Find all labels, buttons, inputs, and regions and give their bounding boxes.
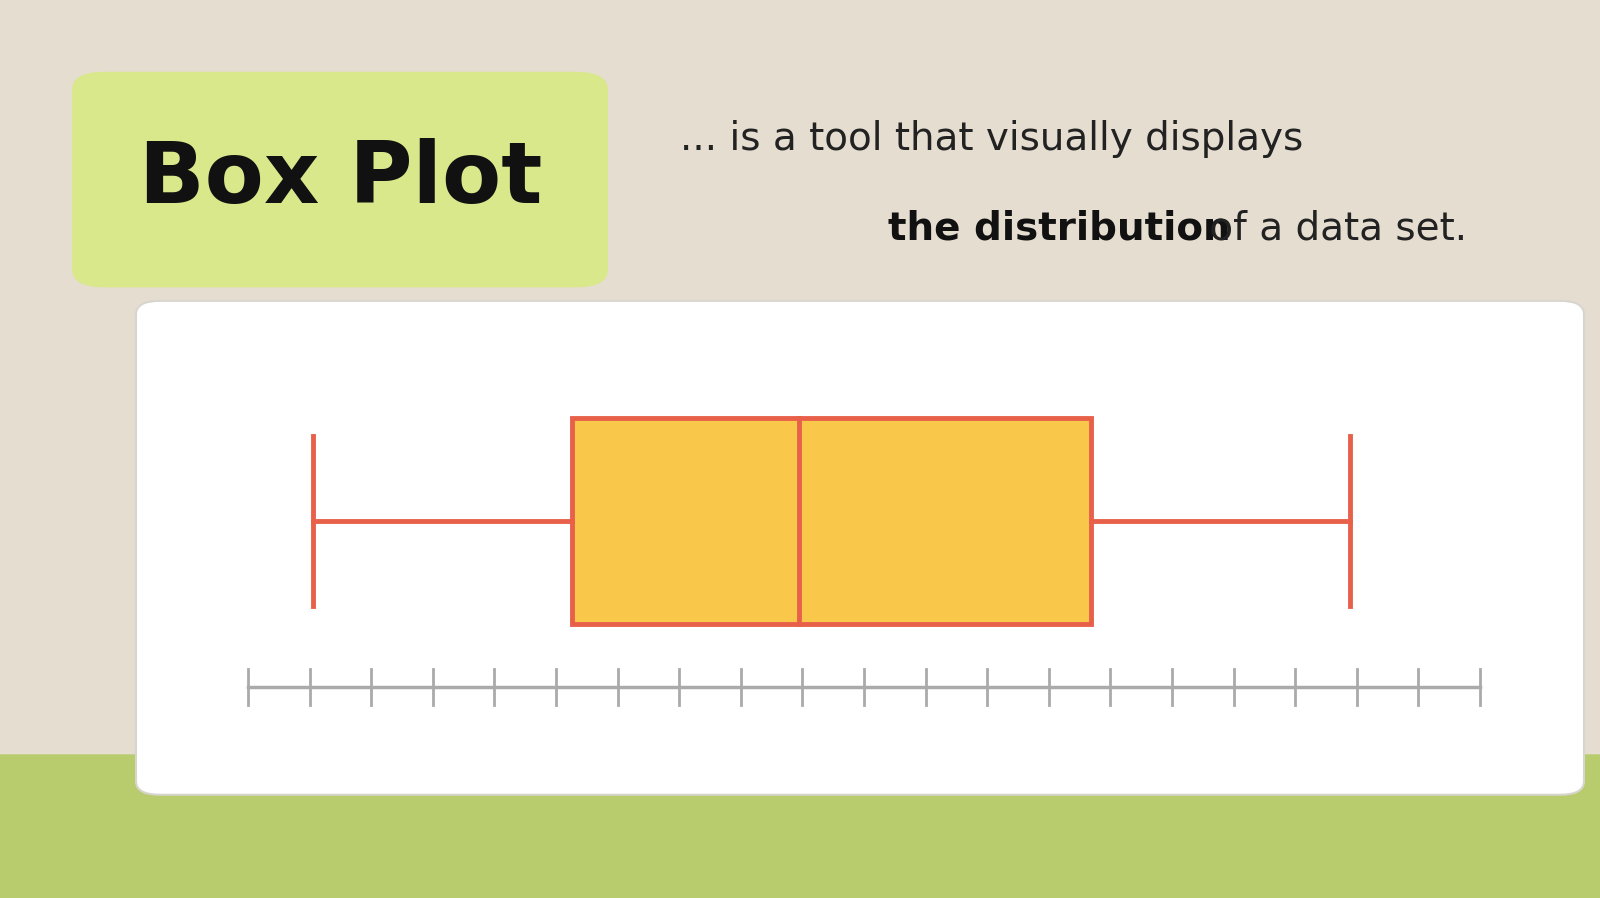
Text: of a data set.: of a data set. xyxy=(1197,210,1467,248)
Text: Box Plot: Box Plot xyxy=(139,138,542,221)
FancyBboxPatch shape xyxy=(0,754,1600,898)
Bar xyxy=(573,418,1091,624)
FancyBboxPatch shape xyxy=(136,301,1584,795)
Text: ... is a tool that visually displays: ... is a tool that visually displays xyxy=(680,120,1304,158)
Text: the distribution: the distribution xyxy=(888,210,1230,248)
FancyBboxPatch shape xyxy=(72,72,608,287)
